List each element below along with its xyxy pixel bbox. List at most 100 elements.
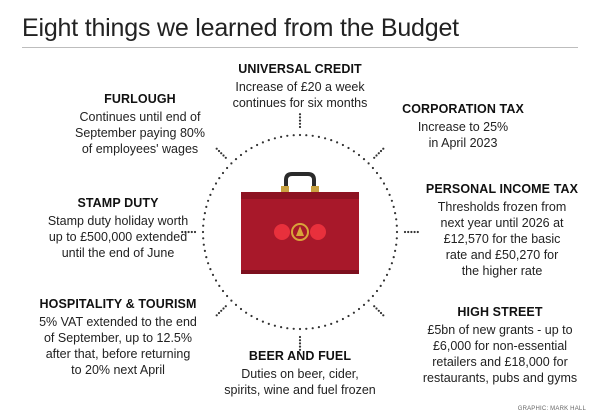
box-bottom-edge bbox=[241, 270, 359, 274]
ring-dot bbox=[388, 193, 391, 196]
ring-dot bbox=[311, 134, 314, 137]
item-text: Thresholds frozen from next year until 2… bbox=[437, 200, 567, 278]
item-heading: HIGH STREET bbox=[457, 305, 543, 319]
item-heading: BEER AND FUEL bbox=[248, 349, 352, 363]
ring-dot bbox=[202, 237, 205, 240]
ring-dot bbox=[330, 322, 333, 325]
item-furlough: FURLOUGH Continues until end of Septembe… bbox=[40, 92, 240, 157]
ring-dot bbox=[317, 135, 320, 138]
dotted-ring bbox=[201, 133, 399, 331]
item-heading: PERSONAL INCOME TAX bbox=[425, 182, 579, 196]
spoke-dot bbox=[382, 147, 385, 150]
ring-dot bbox=[347, 314, 350, 318]
ring-dot bbox=[392, 205, 395, 208]
ring-dot bbox=[218, 284, 221, 287]
spoke-dot bbox=[215, 147, 218, 150]
ring-dot bbox=[221, 289, 225, 293]
ring-dot bbox=[324, 137, 327, 140]
ring-dot bbox=[207, 199, 210, 202]
spoke-dot bbox=[413, 230, 416, 234]
ring-dot bbox=[267, 322, 270, 325]
item-text: £5bn of new grants - up to £6,000 for no… bbox=[422, 323, 578, 385]
item-heading: CORPORATION TAX bbox=[402, 102, 524, 116]
ring-dot bbox=[202, 224, 205, 227]
ring-dot bbox=[336, 141, 339, 144]
ring-dot bbox=[234, 303, 238, 306]
ring-dot bbox=[211, 273, 215, 276]
spoke-dot bbox=[187, 230, 190, 234]
ring-dot bbox=[362, 158, 366, 161]
handle-clip-right bbox=[311, 186, 319, 193]
ring-dot bbox=[221, 171, 225, 175]
ring-dot bbox=[256, 143, 259, 147]
ring-dot bbox=[280, 326, 283, 329]
spoke-dot bbox=[298, 113, 302, 116]
spoke-dot bbox=[222, 154, 225, 157]
spoke-dot bbox=[410, 230, 413, 234]
item-heading: HOSPITALITY & TOURISM bbox=[39, 297, 197, 311]
ring-dot bbox=[330, 139, 333, 142]
ring-dot bbox=[280, 135, 283, 138]
item-text: Duties on beer, cider, spirits, wine and… bbox=[224, 367, 376, 397]
ring-dot bbox=[234, 158, 238, 161]
ring-dot bbox=[367, 162, 370, 165]
item-heading: UNIVERSAL CREDIT bbox=[238, 62, 362, 76]
ring-dot bbox=[305, 327, 308, 330]
ring-dot bbox=[390, 199, 393, 202]
spoke-dot bbox=[375, 154, 378, 157]
spoke-dot bbox=[298, 345, 302, 348]
item-personal-income-tax: PERSONAL INCOME TAX Thresholds frozen fr… bbox=[406, 182, 598, 279]
ring-dot bbox=[371, 166, 374, 170]
spoke-dot bbox=[193, 230, 197, 234]
ring-dot bbox=[273, 137, 276, 140]
ring-dot bbox=[261, 320, 264, 323]
ring-dot bbox=[379, 284, 382, 287]
spoke-dot bbox=[222, 307, 225, 310]
ring-dot bbox=[305, 134, 308, 137]
ring-dot bbox=[385, 188, 389, 191]
ring-dot bbox=[203, 249, 206, 252]
spoke-dot bbox=[416, 230, 419, 234]
item-text: Continues until end of September paying … bbox=[75, 110, 205, 156]
ring-dot bbox=[382, 182, 386, 185]
ring-dot bbox=[292, 134, 295, 137]
ring-dot bbox=[362, 303, 366, 306]
ring-dot bbox=[292, 327, 295, 330]
ring-dot bbox=[273, 324, 276, 327]
ring-dot bbox=[218, 177, 221, 180]
ring-dot bbox=[298, 133, 302, 137]
spoke-dot bbox=[373, 305, 376, 308]
ring-dot bbox=[385, 273, 389, 276]
item-heading: FURLOUGH bbox=[104, 92, 176, 106]
ring-dot bbox=[336, 320, 339, 323]
title-divider bbox=[22, 47, 578, 48]
spoke-dot bbox=[224, 156, 227, 159]
ring-dot bbox=[239, 153, 243, 157]
ring-dot bbox=[347, 146, 350, 150]
ring-dot bbox=[245, 150, 248, 153]
spoke-dot bbox=[220, 152, 223, 155]
spoke-dot bbox=[224, 305, 227, 308]
badge-left bbox=[274, 224, 290, 240]
ring-dot bbox=[371, 294, 374, 298]
spoke-dot bbox=[184, 230, 187, 234]
item-text: Increase to 25% in April 2023 bbox=[417, 120, 509, 150]
ring-dot bbox=[382, 279, 386, 282]
item-text: Increase of £20 a week continues for six… bbox=[232, 80, 368, 110]
box-lid-line bbox=[241, 192, 359, 199]
ring-dot bbox=[341, 317, 344, 321]
ring-dot bbox=[388, 268, 391, 271]
spoke-dot bbox=[377, 309, 380, 312]
ring-dot bbox=[245, 311, 248, 314]
graphic-credit: GRAPHIC: MARK HALL bbox=[517, 406, 586, 412]
ring-dot bbox=[207, 262, 210, 265]
spoke-dot bbox=[377, 152, 380, 155]
ring-dot bbox=[395, 224, 398, 227]
royal-emblem-icon bbox=[291, 223, 309, 241]
spoke-dot bbox=[298, 119, 302, 122]
spoke-dot bbox=[375, 307, 378, 310]
ring-dot bbox=[352, 311, 355, 314]
ring-dot bbox=[250, 314, 253, 318]
spoke-dot bbox=[382, 314, 385, 317]
